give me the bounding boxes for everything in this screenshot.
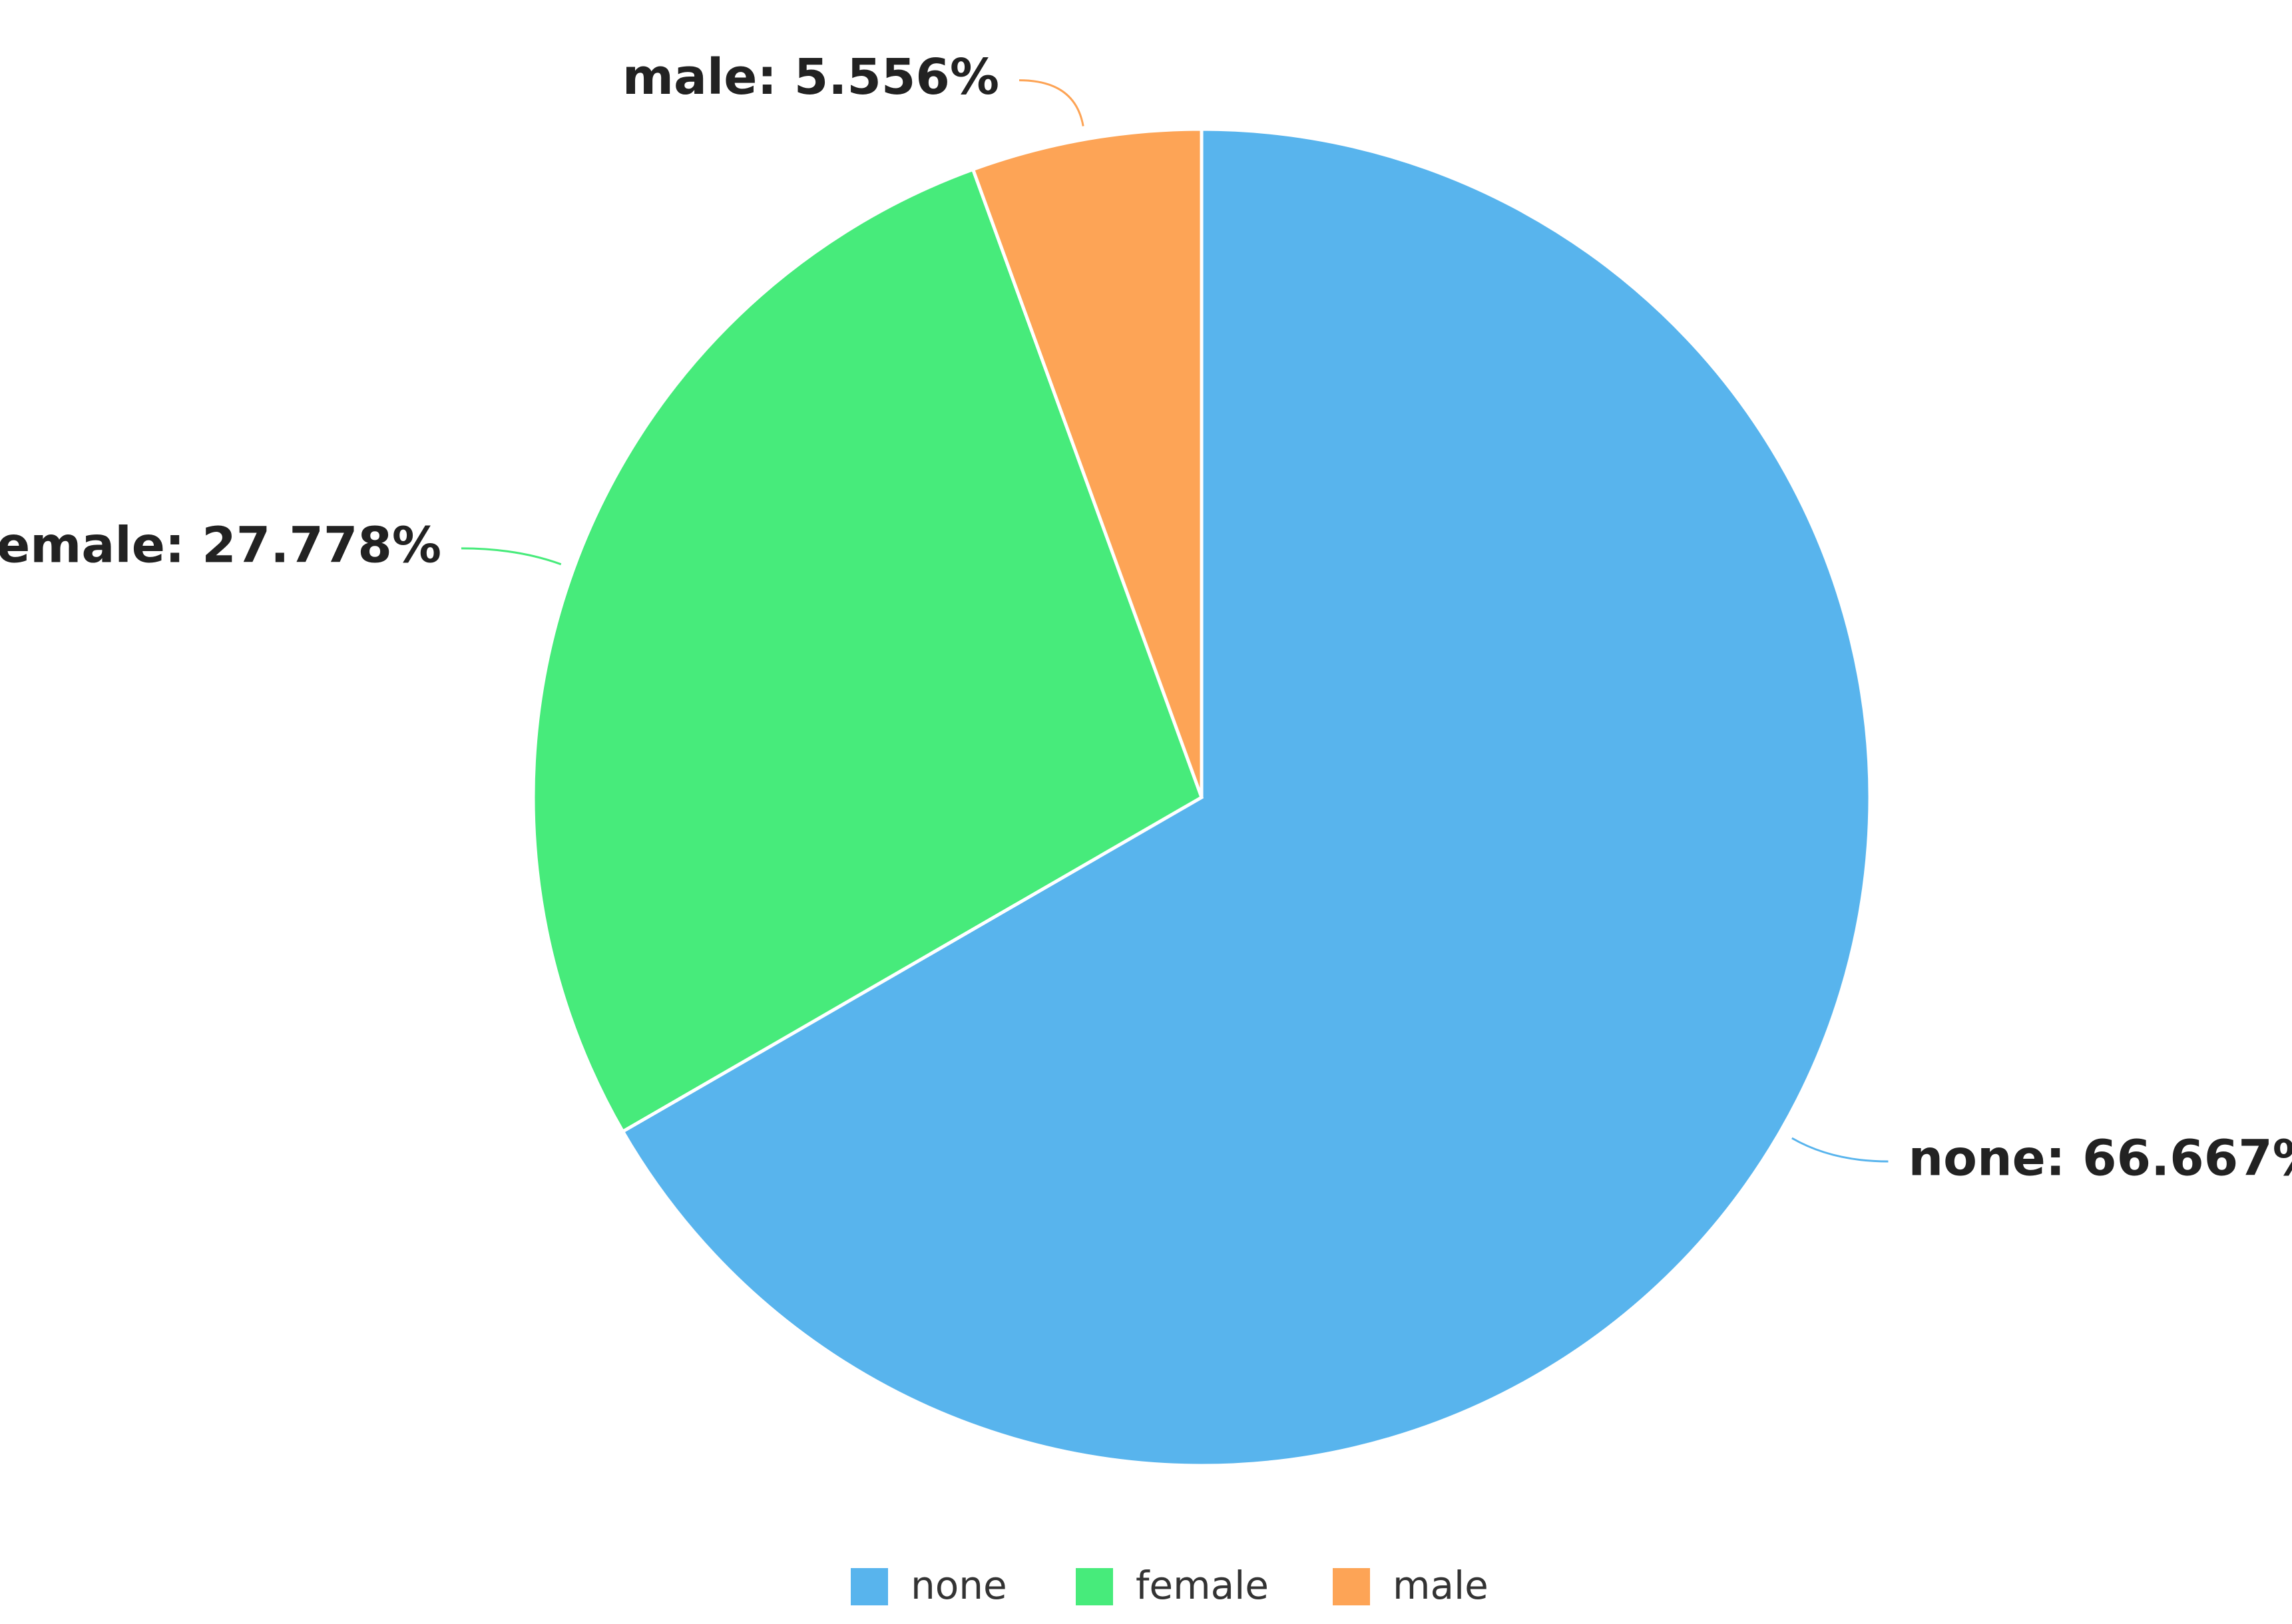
pie-slice bbox=[620, 127, 1872, 1468]
legend-label: female bbox=[1136, 1563, 1269, 1608]
pie-slice bbox=[531, 167, 1204, 1134]
legend-label: male bbox=[1393, 1563, 1489, 1608]
legend-swatch bbox=[1076, 1568, 1113, 1605]
leader-line bbox=[461, 547, 562, 566]
legend-label: none bbox=[911, 1563, 1007, 1608]
pie-slice bbox=[971, 127, 1204, 798]
legend-swatch bbox=[1333, 1568, 1370, 1605]
leader-line bbox=[1791, 1137, 1889, 1163]
data-label: none: 66.667% bbox=[1908, 1129, 2292, 1187]
data-label: female: 27.778% bbox=[0, 516, 441, 574]
leader-line bbox=[1019, 79, 1084, 126]
legend-swatch bbox=[851, 1568, 888, 1605]
data-label: male: 5.556% bbox=[622, 49, 999, 106]
